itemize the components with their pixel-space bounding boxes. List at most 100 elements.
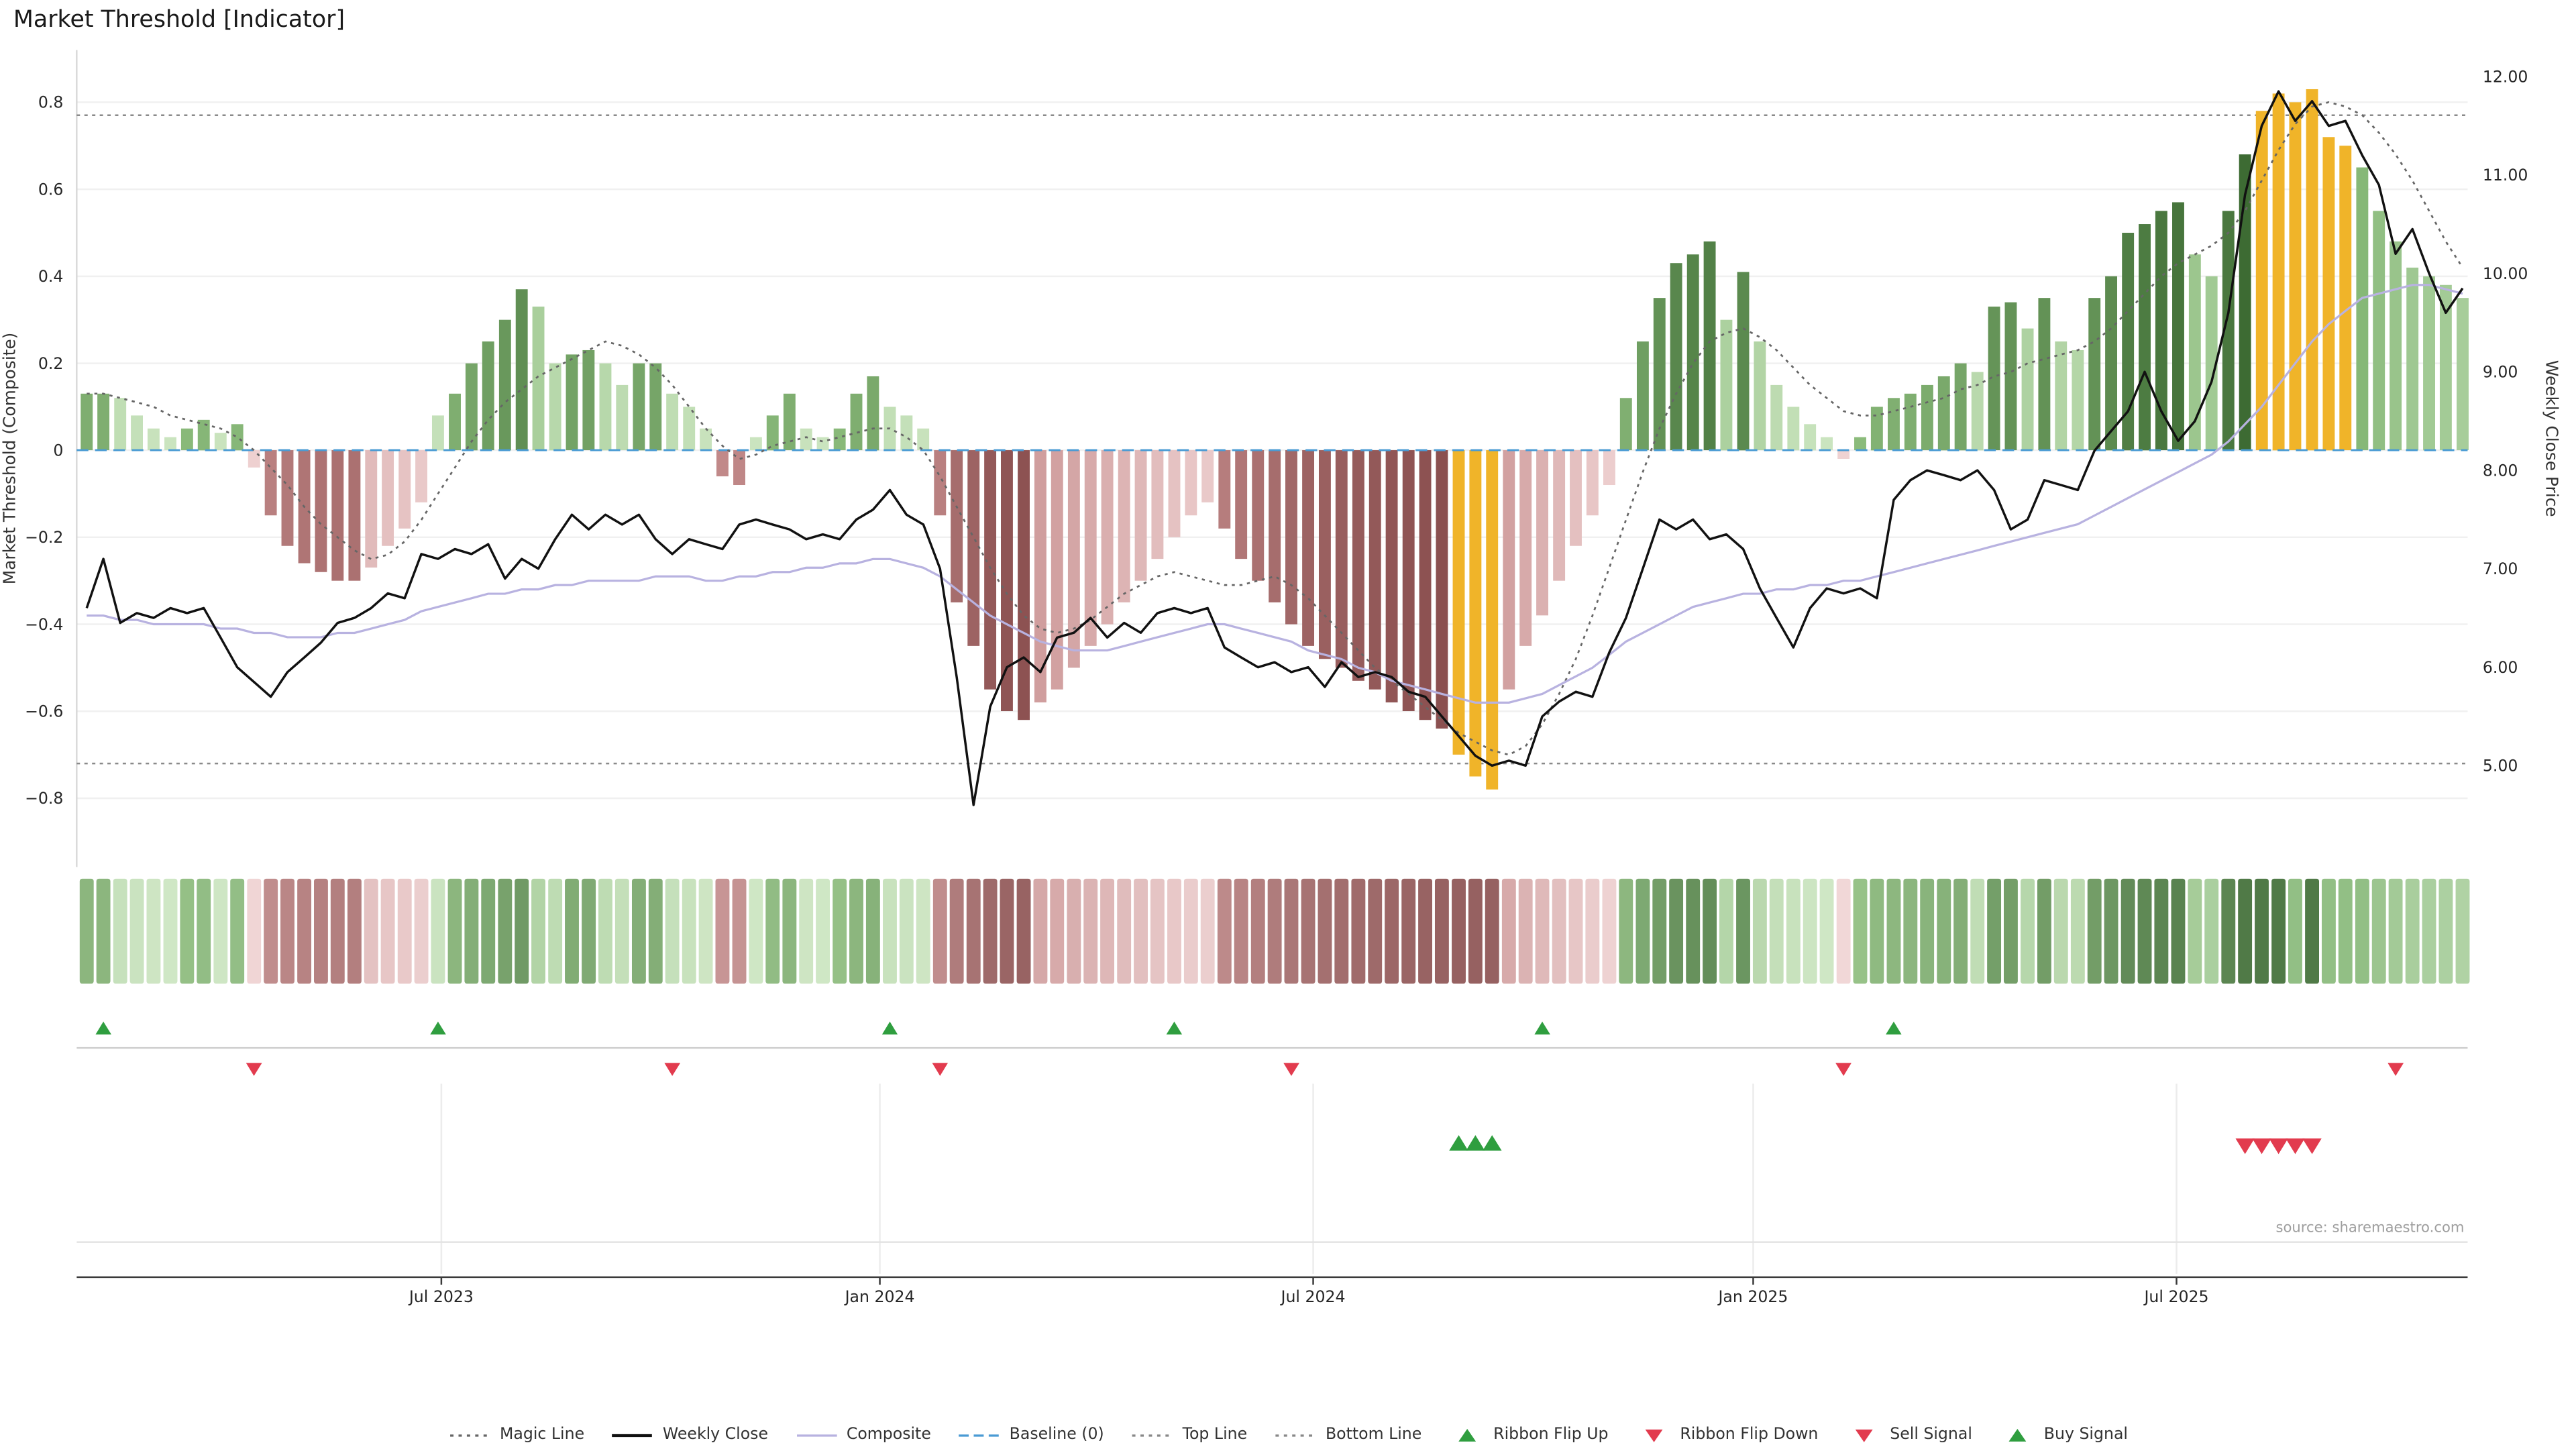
legend: Magic Line Weekly Close Composite Baseline … (0, 1426, 2576, 1444)
threshold-bar (1619, 398, 1632, 451)
threshold-bar (532, 307, 545, 451)
ribbon-cell (565, 878, 579, 984)
right-axis-tick-label: 11.00 (2483, 166, 2528, 184)
ribbon-cell (715, 878, 730, 984)
ribbon-cell (865, 878, 880, 984)
threshold-bar (1686, 254, 1699, 451)
ribbon-cell (765, 878, 780, 984)
legend-item-composite: Composite (795, 1426, 931, 1444)
threshold-bar (131, 415, 144, 451)
threshold-bar (164, 437, 176, 451)
right-axis-tick-label: 8.00 (2483, 461, 2518, 480)
threshold-bar (1269, 450, 1281, 602)
ribbon-cell (1150, 878, 1165, 984)
ribbon-cell (2438, 878, 2453, 984)
threshold-bar (114, 398, 127, 451)
ribbon-cell (1117, 878, 1132, 984)
left-axis-tick-label: 0.8 (38, 93, 64, 112)
ribbon-cell (1602, 878, 1617, 984)
threshold-bar (934, 450, 947, 516)
ribbon-cell (1669, 878, 1684, 984)
ribbon-cell (380, 878, 395, 984)
ribbon-cell (1468, 878, 1483, 984)
ribbon-cell (330, 878, 345, 984)
ribbon-cell (2355, 878, 2369, 984)
ribbon-cell (163, 878, 178, 984)
legend-label: Magic Line (500, 1426, 585, 1444)
threshold-bar (281, 450, 294, 546)
legend-label: Buy Signal (2043, 1426, 2129, 1444)
threshold-bar (2004, 302, 2017, 451)
ribbon-cell (2171, 878, 2186, 984)
left-axis-tick-label: 0 (53, 441, 63, 460)
legend-label: Ribbon Flip Up (1493, 1426, 1609, 1444)
threshold-bar (2255, 111, 2268, 451)
right-axis-tick-label: 5.00 (2483, 757, 2518, 775)
ribbon-cell (1485, 878, 1499, 984)
threshold-bar (2322, 137, 2335, 451)
ribbon-cell (297, 878, 312, 984)
ribbon-cell (1920, 878, 1935, 984)
threshold-bar (2021, 328, 2034, 451)
threshold-bar (1084, 450, 1097, 646)
legend-sell-signal-icon (1854, 1428, 1872, 1442)
ribbon-cell (347, 878, 362, 984)
ribbon-cell (614, 878, 629, 984)
sell-signal-marker (2302, 1138, 2322, 1155)
ribbon-cell (799, 878, 814, 984)
sell-signal-marker (2286, 1138, 2305, 1155)
threshold-bar (1603, 450, 1615, 486)
ribbon-cell (2338, 878, 2353, 984)
threshold-bar (80, 393, 93, 451)
ribbon-cell (883, 878, 897, 984)
left-axis-tick-label: −0.2 (25, 528, 63, 547)
threshold-bar (1770, 384, 1783, 451)
ribbon-cell (932, 878, 947, 984)
ribbon-cell (2087, 878, 2102, 984)
threshold-bar (1419, 450, 1432, 720)
ribbon-cell (1585, 878, 1600, 984)
source-credit: source: sharemaestro.com (2275, 1220, 2465, 1238)
threshold-bar (1235, 450, 1248, 559)
threshold-bar (900, 415, 913, 451)
x-axis-tick-label: Jul 2024 (1279, 1287, 1345, 1306)
threshold-bar (800, 428, 812, 451)
threshold-bar (515, 289, 528, 451)
ribbon-cell (1886, 878, 1901, 984)
threshold-bar (1804, 424, 1817, 451)
threshold-bar (1001, 450, 1013, 712)
legend-ribbon-flip-up-icon (1458, 1428, 1476, 1441)
threshold-bar (1302, 450, 1315, 646)
ribbon-cell (1334, 878, 1349, 984)
threshold-bar (616, 384, 629, 451)
threshold-bar (1904, 393, 1917, 451)
threshold-bar (214, 433, 227, 451)
threshold-bar (2139, 224, 2151, 451)
ribbon-cell (1284, 878, 1299, 984)
threshold-bar (231, 424, 244, 451)
ribbon-cell (1703, 878, 1717, 984)
threshold-bar (2457, 298, 2469, 451)
threshold-bar (1586, 450, 1599, 516)
threshold-bar (917, 428, 930, 451)
threshold-bar (2172, 202, 2184, 451)
threshold-bar (2088, 298, 2101, 451)
threshold-bar (1318, 450, 1331, 659)
ribbon-cell (983, 878, 998, 984)
threshold-bar (2306, 89, 2318, 451)
threshold-bar (197, 419, 210, 451)
threshold-bar (867, 376, 879, 451)
threshold-bar (2188, 254, 2201, 451)
ribbon-cell (2321, 878, 2336, 984)
threshold-bar (1118, 450, 1130, 602)
threshold-bar (2205, 276, 2218, 451)
ribbon-cell (1518, 878, 1533, 984)
threshold-bar (1754, 341, 1766, 451)
ribbon-cell (1183, 878, 1198, 984)
threshold-bar (180, 428, 193, 451)
ribbon-flip-up-marker (1886, 1021, 1902, 1035)
threshold-bar (449, 393, 461, 451)
ribbon-cell (1301, 878, 1316, 984)
threshold-bar (1134, 450, 1147, 581)
ribbon-cell (1318, 878, 1332, 984)
